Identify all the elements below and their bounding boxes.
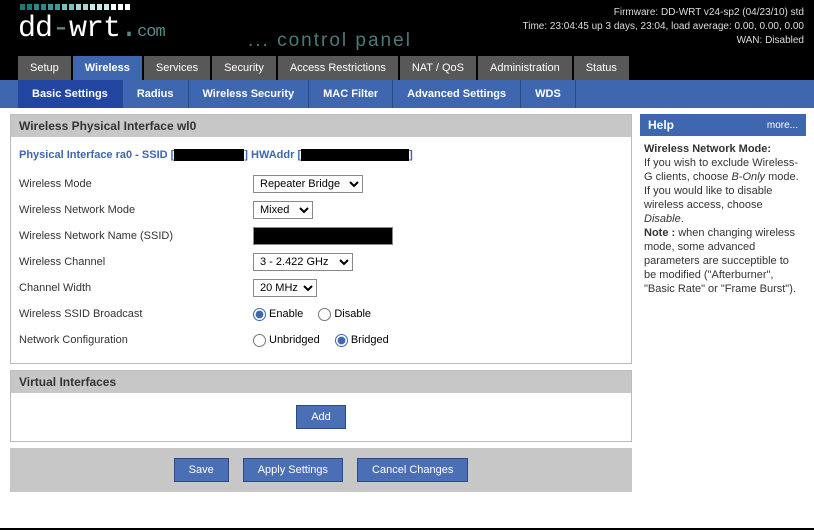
logo-wrt: wrt [69, 12, 120, 46]
subnav-basic-settings[interactable]: Basic Settings [18, 80, 123, 108]
subnav-wireless-security[interactable]: Wireless Security [189, 80, 310, 108]
main-content: Wireless Physical Interface wl0 Physical… [0, 108, 814, 528]
enable-text: Enable [269, 308, 303, 320]
help-note-label: Note : [644, 227, 675, 239]
network-config-unbridged-radio[interactable] [253, 334, 266, 347]
wan-text: WAN: Disabled [523, 34, 805, 48]
help-header: Help more... [640, 114, 806, 136]
ssid-broadcast-label: Wireless SSID Broadcast [19, 308, 253, 320]
ssid-input[interactable] [253, 227, 393, 245]
main-nav: SetupWirelessServicesSecurityAccess Rest… [0, 56, 814, 80]
header-status: Firmware: DD-WRT v24-sp2 (04/23/10) std … [523, 6, 805, 48]
cancel-changes-button[interactable]: Cancel Changes [357, 458, 468, 482]
pif-prefix: Physical Interface ra0 - SSID [ [19, 149, 174, 161]
channel-label: Wireless Channel [19, 256, 253, 268]
nav-access-restrictions[interactable]: Access Restrictions [278, 56, 398, 80]
button-bar: Save Apply Settings Cancel Changes [10, 448, 632, 492]
add-button[interactable]: Add [296, 405, 346, 429]
logo-dot: . [120, 12, 137, 46]
ssid-redacted [174, 149, 244, 161]
wireless-mode-label: Wireless Mode [19, 178, 253, 190]
ssid-label: Wireless Network Name (SSID) [19, 230, 253, 242]
nav-wireless[interactable]: Wireless [73, 56, 142, 80]
content-column: Wireless Physical Interface wl0 Physical… [0, 108, 640, 528]
nav-setup[interactable]: Setup [18, 56, 71, 80]
subnav-radius[interactable]: Radius [123, 80, 189, 108]
section-title-physical: Wireless Physical Interface wl0 [11, 115, 631, 137]
channel-width-select[interactable]: 20 MHz [253, 279, 317, 297]
logo-dd: dd [18, 12, 52, 46]
router-admin-page: dd-wrt.com ... control panel Firmware: D… [0, 0, 814, 530]
network-mode-label: Wireless Network Mode [19, 204, 253, 216]
subnav-mac-filter[interactable]: MAC Filter [309, 80, 393, 108]
physical-interface-line: Physical Interface ra0 - SSID [ ] HWAddr … [19, 143, 623, 171]
nav-security[interactable]: Security [212, 56, 276, 80]
ssid-broadcast-enable-radio[interactable] [253, 308, 266, 321]
logo: dd-wrt.com [0, 0, 165, 56]
header: dd-wrt.com ... control panel Firmware: D… [0, 0, 814, 56]
subnav-wds[interactable]: WDS [521, 80, 576, 108]
nav-services[interactable]: Services [144, 56, 210, 80]
apply-settings-button[interactable]: Apply Settings [243, 458, 343, 482]
help-more-link[interactable]: more... [767, 120, 798, 131]
subnav-advanced-settings[interactable]: Advanced Settings [393, 80, 521, 108]
save-button[interactable]: Save [174, 458, 229, 482]
nav-nat-qos[interactable]: NAT / QoS [400, 56, 476, 80]
help-heading: Wireless Network Mode: [644, 143, 771, 155]
help-body: Wireless Network Mode: If you wish to ex… [640, 136, 806, 302]
bridged-text: Bridged [351, 334, 389, 346]
channel-width-label: Channel Width [19, 282, 253, 294]
logo-dash: - [52, 12, 69, 46]
time-text: Time: 23:04:45 up 3 days, 23:04, load av… [523, 20, 805, 34]
wireless-mode-select[interactable]: Repeater Bridge [253, 175, 363, 193]
section-title-virtual: Virtual Interfaces [11, 371, 631, 393]
channel-select[interactable]: 3 - 2.422 GHz [253, 253, 353, 271]
sub-nav: Basic SettingsRadiusWireless SecurityMAC… [0, 80, 814, 108]
nav-administration[interactable]: Administration [478, 56, 572, 80]
control-panel-label: ... control panel [248, 30, 412, 52]
hwaddr-redacted [301, 149, 409, 161]
network-mode-select[interactable]: Mixed [253, 201, 313, 219]
virtual-interfaces-section: Virtual Interfaces Add [10, 370, 632, 442]
ssid-broadcast-disable-radio[interactable] [318, 308, 331, 321]
pif-mid: ] HWAddr [ [244, 149, 301, 161]
nav-status[interactable]: Status [574, 56, 629, 80]
firmware-text: Firmware: DD-WRT v24-sp2 (04/23/10) std [523, 6, 805, 20]
help-title: Help [648, 118, 674, 132]
unbridged-text: Unbridged [269, 334, 320, 346]
disable-text: Disable [334, 308, 371, 320]
help-sidebar: Help more... Wireless Network Mode: If y… [640, 108, 814, 528]
pif-suffix: ] [409, 149, 413, 161]
network-config-label: Network Configuration [19, 334, 253, 346]
logo-com: com [137, 23, 165, 42]
physical-interface-section: Wireless Physical Interface wl0 Physical… [10, 114, 632, 364]
network-config-bridged-radio[interactable] [335, 334, 348, 347]
